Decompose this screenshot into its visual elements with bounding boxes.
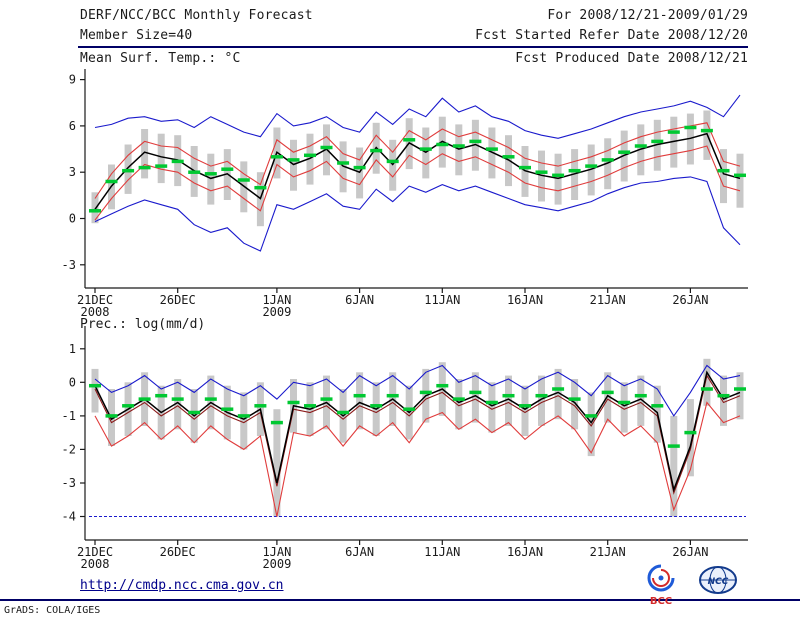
ensemble-spread-bar bbox=[273, 409, 281, 517]
ensemble-spread-bar bbox=[604, 372, 612, 423]
series-ensemble-max bbox=[94, 364, 741, 417]
ensemble-spread-bar bbox=[141, 129, 149, 179]
ensemble-spread-bar bbox=[720, 375, 727, 426]
source-url-link[interactable]: http://cmdp.ncc.cma.gov.cn bbox=[80, 578, 284, 593]
grads-credit: GrADS: COLA/IGES bbox=[4, 605, 101, 616]
ensemble-spread-bar bbox=[174, 379, 182, 430]
ensemble-spread-bar bbox=[157, 133, 165, 184]
ensemble-spread-bar bbox=[686, 399, 694, 477]
ensemble-spread-bar bbox=[306, 133, 314, 185]
footer-divider bbox=[0, 599, 800, 601]
ensemble-spread-bar bbox=[488, 382, 496, 433]
fcst-produced-label: Fcst Produced Date 2008/12/21 bbox=[515, 51, 748, 66]
series-lower-band bbox=[94, 145, 741, 221]
x-tick-label: 11JAN bbox=[424, 293, 460, 307]
forecast-range-label: For 2008/12/21-2009/01/29 bbox=[547, 8, 748, 23]
x-tick-label: 16JAN bbox=[507, 545, 543, 559]
header-divider bbox=[78, 46, 748, 48]
y-tick-label: 3 bbox=[69, 165, 76, 179]
y-tick-label: 9 bbox=[69, 73, 76, 87]
y-tick-label: -3 bbox=[62, 476, 76, 490]
series-ensemble-mean bbox=[94, 370, 741, 493]
ncc-logo-label: NCC bbox=[708, 577, 729, 587]
ensemble-spread-bar bbox=[554, 368, 562, 420]
ensemble-spread-bar bbox=[91, 368, 99, 413]
ensemble-spread-bar bbox=[720, 149, 727, 204]
x-tick-label: 16JAN bbox=[507, 293, 543, 307]
ncc-logo-icon: NCC bbox=[699, 566, 737, 594]
y-tick-label: 6 bbox=[69, 119, 76, 133]
x-tick-sublabel: 2009 bbox=[262, 305, 291, 319]
x-tick-sublabel: 2008 bbox=[81, 305, 110, 319]
x-tick-label: 26JAN bbox=[672, 545, 708, 559]
x-tick-label: 21JAN bbox=[590, 293, 626, 307]
x-tick-label: 26DEC bbox=[160, 545, 196, 559]
bcc-logo-icon: BCC bbox=[647, 564, 675, 607]
x-tick-sublabel: 2008 bbox=[81, 557, 110, 571]
ensemble-spread-bar bbox=[471, 372, 479, 423]
member-size-label: Member Size=40 bbox=[80, 28, 193, 43]
y-tick-label: 0 bbox=[69, 375, 76, 389]
x-tick-label: 6JAN bbox=[345, 545, 374, 559]
x-tick-label: 21DEC bbox=[77, 293, 113, 307]
y-tick-label: 1 bbox=[69, 342, 76, 356]
ensemble-spread-bar bbox=[538, 375, 545, 426]
y-tick-label: -2 bbox=[62, 442, 76, 456]
x-tick-label: 26JAN bbox=[672, 293, 708, 307]
y-tick-label: 0 bbox=[69, 212, 76, 226]
x-tick-label: 1JAN bbox=[262, 293, 291, 307]
series-median bbox=[94, 374, 741, 495]
ensemble-spread-bar bbox=[240, 392, 248, 450]
ensemble-spread-bar bbox=[521, 385, 529, 436]
x-tick-label: 21JAN bbox=[590, 545, 626, 559]
ensemble-spread-bar bbox=[703, 358, 711, 406]
series-ensemble-max bbox=[94, 94, 741, 139]
ensemble-spread-bar bbox=[637, 375, 645, 426]
page-title: DERF/NCC/BCC Monthly Forecast bbox=[80, 8, 313, 23]
ensemble-spread-bar bbox=[91, 192, 99, 224]
series-upper-band bbox=[94, 122, 741, 199]
ensemble-spread-bar bbox=[356, 372, 364, 430]
ensemble-spread-bar bbox=[571, 379, 579, 430]
series-ensemble-mean bbox=[94, 132, 741, 210]
y-tick-label: -3 bbox=[62, 258, 76, 272]
temperature-panel-label: Mean Surf. Temp.: °C bbox=[80, 51, 241, 66]
x-tick-label: 6JAN bbox=[345, 293, 374, 307]
x-tick-label: 1JAN bbox=[262, 545, 291, 559]
series-lower-band bbox=[94, 401, 741, 517]
x-tick-label: 21DEC bbox=[77, 545, 113, 559]
ensemble-spread-bar bbox=[620, 382, 628, 433]
x-tick-label: 26DEC bbox=[160, 293, 196, 307]
ensemble-spread-bar bbox=[587, 392, 595, 457]
precip-panel-label: Prec.: log(mm/d) bbox=[80, 317, 206, 332]
ensemble-spread-bar bbox=[455, 379, 463, 430]
x-tick-sublabel: 2009 bbox=[262, 557, 291, 571]
ensemble-spread-bar bbox=[505, 375, 512, 426]
series-ensemble-min bbox=[94, 176, 741, 252]
y-tick-label: -4 bbox=[62, 510, 76, 524]
x-tick-label: 11JAN bbox=[424, 545, 460, 559]
bcc-logo-label: BCC bbox=[650, 596, 672, 607]
fcst-started-label: Fcst Started Refer Date 2008/12/20 bbox=[475, 28, 748, 43]
y-tick-label: -1 bbox=[62, 409, 76, 423]
ensemble-spread-bar bbox=[736, 153, 744, 208]
ensemble-spread-bar bbox=[670, 415, 678, 517]
